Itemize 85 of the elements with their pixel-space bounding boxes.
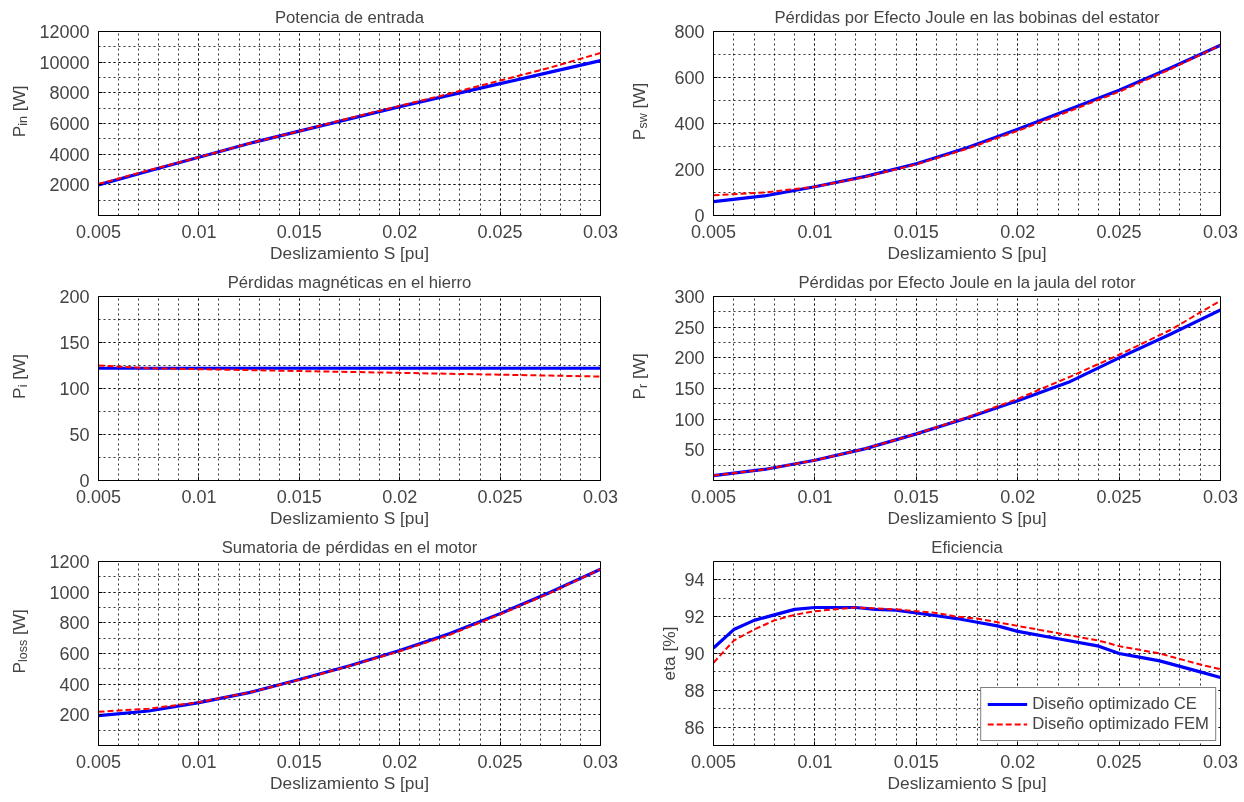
y-tick-label: 94 xyxy=(684,570,705,591)
x-tick-label: 0.02 xyxy=(1000,751,1036,772)
y-tick-label: 10000 xyxy=(39,52,90,73)
y-tick-label: 150 xyxy=(59,333,90,353)
x-tick-label: 0.005 xyxy=(75,221,122,242)
x-tick-label: 0.02 xyxy=(382,221,418,242)
y-tick-label: 200 xyxy=(59,705,90,726)
y-tick-label: 400 xyxy=(674,114,705,134)
x-axis-title: Deslizamiento S [pu] xyxy=(270,242,429,263)
x-tick-label: 0.025 xyxy=(477,486,523,507)
x-tick-label: 0.03 xyxy=(1202,751,1239,772)
x-tick-label: 0.005 xyxy=(690,486,737,507)
y-tick-label: 100 xyxy=(674,409,705,430)
x-tick-label: 0.005 xyxy=(690,751,737,772)
x-tick-label: 0.02 xyxy=(382,751,418,772)
y-tick-label: 50 xyxy=(684,440,705,461)
y-tick-label: 250 xyxy=(674,317,705,338)
y-tick-label: 100 xyxy=(59,379,90,399)
x-tick-label: 0.015 xyxy=(276,751,322,772)
x-tick-label: 0.02 xyxy=(382,486,418,507)
x-tick-label: 0.03 xyxy=(582,486,619,507)
y-tick-label: 300 xyxy=(674,287,705,307)
x-tick-label: 0.005 xyxy=(75,751,122,772)
x-tick-label: 0.01 xyxy=(181,486,217,507)
y-tick-label: 1000 xyxy=(49,582,90,603)
x-tick-label: 0.015 xyxy=(893,751,939,772)
x-tick-label: 0.015 xyxy=(276,486,322,507)
x-tick-label: 0.01 xyxy=(181,221,217,242)
x-tick-label: 0.025 xyxy=(1096,221,1142,242)
y-axis-title: Pr [W] xyxy=(628,353,650,400)
x-tick-label: 0.02 xyxy=(1000,221,1036,242)
x-axis-title: Deslizamiento S [pu] xyxy=(270,772,429,793)
chart-title: Pérdidas por Efecto Joule en las bobinas del estator xyxy=(774,7,1161,27)
x-tick-label: 0.025 xyxy=(1096,486,1142,507)
x-tick-label: 0.03 xyxy=(1202,221,1239,242)
y-tick-label: 86 xyxy=(684,717,705,738)
y-tick-label: 50 xyxy=(69,425,90,445)
x-tick-label: 0.02 xyxy=(1000,486,1036,507)
chart-title: Pérdidas magnéticas en el hierro xyxy=(227,272,472,292)
y-tick-label: 88 xyxy=(684,680,705,701)
y-tick-label: 90 xyxy=(684,644,705,664)
x-tick-label: 0.015 xyxy=(893,221,939,242)
chart-title: Potencia de entrada xyxy=(274,7,425,27)
y-tick-label: 400 xyxy=(59,674,90,695)
chart-title: Eficiencia xyxy=(931,537,1004,557)
x-axis-title: Deslizamiento S [pu] xyxy=(887,772,1047,793)
y-tick-label: 1200 xyxy=(49,552,90,572)
y-tick-label: 600 xyxy=(59,644,90,664)
y-tick-label: 6000 xyxy=(49,114,90,134)
y-tick-label: 2000 xyxy=(49,175,90,196)
y-axis-title: Pi [W] xyxy=(8,353,30,399)
y-tick-label: 200 xyxy=(674,348,705,369)
x-tick-label: 0.025 xyxy=(477,751,523,772)
x-tick-label: 0.01 xyxy=(797,486,833,507)
x-tick-label: 0.015 xyxy=(276,221,322,242)
y-axis-title: Psw [W] xyxy=(628,82,650,141)
x-axis-title: Deslizamiento S [pu] xyxy=(887,507,1047,528)
y-tick-label: 600 xyxy=(674,68,705,88)
chart-title: Sumatoria de pérdidas en el motor xyxy=(221,537,478,557)
x-tick-label: 0.025 xyxy=(1096,751,1142,772)
y-tick-label: 92 xyxy=(684,607,705,628)
y-tick-label: 800 xyxy=(59,613,90,634)
y-axis-title: Ploss [W] xyxy=(8,609,30,674)
x-tick-label: 0.01 xyxy=(797,221,833,242)
x-tick-label: 0.03 xyxy=(582,751,619,772)
y-tick-label: 150 xyxy=(674,379,705,399)
x-axis-title: Deslizamiento S [pu] xyxy=(270,507,429,528)
y-tick-label: 800 xyxy=(674,22,705,42)
y-tick-label: 4000 xyxy=(49,144,90,165)
x-tick-label: 0.025 xyxy=(477,221,523,242)
y-axis-title: eta [%] xyxy=(659,626,680,681)
y-axis-title: Pin [W] xyxy=(8,85,30,138)
x-tick-label: 0.015 xyxy=(893,486,939,507)
chart-title: Pérdidas por Efecto Joule en la jaula del rotor xyxy=(798,272,1136,292)
legend-label: Diseño optimizado CE xyxy=(1032,694,1197,714)
x-tick-label: 0.03 xyxy=(1202,486,1239,507)
legend-label: Diseño optimizado FEM xyxy=(1032,714,1209,734)
y-tick-label: 200 xyxy=(59,287,90,307)
y-tick-label: 12000 xyxy=(39,22,90,42)
y-tick-label: 8000 xyxy=(49,83,90,104)
y-tick-label: 200 xyxy=(674,160,705,180)
x-axis-title: Deslizamiento S [pu] xyxy=(887,242,1047,263)
x-tick-label: 0.01 xyxy=(797,751,833,772)
x-tick-label: 0.01 xyxy=(181,751,217,772)
x-tick-label: 0.03 xyxy=(582,221,619,242)
